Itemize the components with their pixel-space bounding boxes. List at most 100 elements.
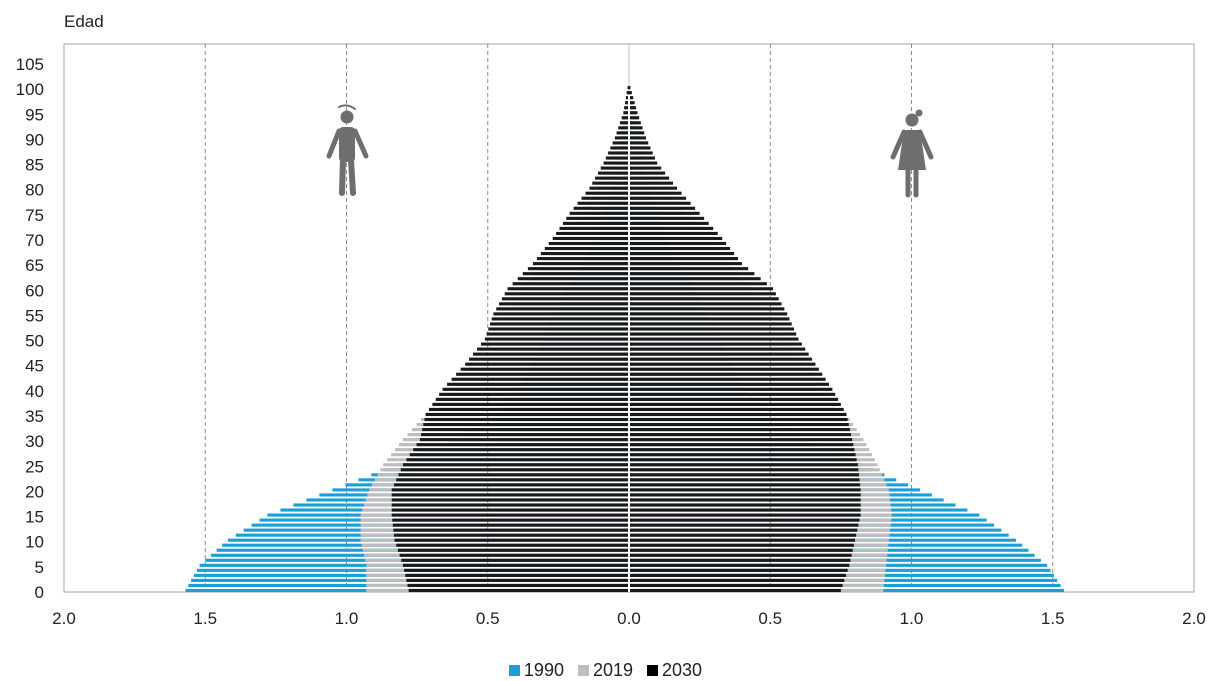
bar-2030-women xyxy=(629,417,848,422)
bar-2030-women xyxy=(629,171,666,175)
bar-2030-women xyxy=(629,392,836,396)
x-tick-label: 0.5 xyxy=(758,609,782,628)
bar-2030-women xyxy=(629,161,658,165)
bar-2030-men xyxy=(608,151,629,155)
bar-2030-women xyxy=(629,473,859,477)
bar-2030-women xyxy=(629,583,843,588)
bar-2030-women xyxy=(629,196,687,200)
legend-item-1990: 1990 xyxy=(508,660,564,681)
bar-2030-men xyxy=(577,201,629,205)
bar-2030-women xyxy=(629,372,823,376)
bar-2030-men xyxy=(496,307,629,311)
bar-2030-women xyxy=(629,362,816,366)
bar-2030-men xyxy=(399,553,629,557)
bar-2030-men xyxy=(460,367,629,371)
bar-2030-men xyxy=(421,433,629,437)
bar-2030-men xyxy=(597,171,629,175)
bar-2030-women xyxy=(629,327,794,331)
bar-2030-women xyxy=(629,553,852,557)
bar-2030-women xyxy=(629,91,632,95)
bar-2030-men xyxy=(403,463,629,467)
bar-2030-women xyxy=(629,226,714,230)
y-axis-ticks: 0 5 10 15 20 25 30 35 40 45 50 55 60 65 70 75 80 85 90 95 10… xyxy=(16,55,44,602)
bar-2030-men xyxy=(627,86,629,90)
bar-2030-men xyxy=(477,347,629,351)
bar-2030-men xyxy=(507,287,629,291)
bar-2030-women xyxy=(629,292,776,296)
bar-2030-men xyxy=(614,136,629,140)
bar-2030-women xyxy=(629,523,859,527)
y-tick-label: 25 xyxy=(25,457,44,476)
bar-2030-women xyxy=(629,86,631,90)
y-tick-label: 50 xyxy=(25,332,44,351)
bar-2030-women xyxy=(629,397,839,401)
bar-2030-women xyxy=(629,191,682,195)
bar-2030-women xyxy=(629,422,849,427)
bar-2030-women xyxy=(629,483,861,487)
bar-2030-men xyxy=(391,493,629,497)
bar-2030-women xyxy=(629,488,861,492)
legend: 1990 2019 2030 xyxy=(0,660,1211,681)
bar-2030-women xyxy=(629,478,860,482)
y-tick-label: 95 xyxy=(25,105,44,124)
legend-label-2030: 2030 xyxy=(662,660,703,680)
y-tick-label: 5 xyxy=(35,558,44,577)
bar-2030-men xyxy=(624,106,629,110)
bar-2030-men xyxy=(425,412,629,417)
bar-2030-men xyxy=(396,543,629,547)
bar-2030-men xyxy=(625,96,629,100)
bar-2030-women xyxy=(629,307,785,311)
bar-2030-women xyxy=(629,533,857,537)
bar-2030-men xyxy=(408,588,629,593)
bar-2030-men xyxy=(423,422,629,427)
bar-2030-men xyxy=(612,141,629,145)
bar-2030-women xyxy=(629,201,691,205)
bar-2030-women xyxy=(629,332,797,336)
bar-2030-men xyxy=(416,443,629,447)
bar-2030-women xyxy=(629,503,861,507)
bar-2030-women xyxy=(629,513,861,517)
bar-2030-women xyxy=(629,357,813,361)
bar-2030-men xyxy=(493,312,629,316)
bar-2030-women xyxy=(629,498,861,502)
bar-2030-men xyxy=(552,236,629,241)
bar-2030-women xyxy=(629,458,857,462)
bar-2030-men xyxy=(392,523,629,527)
bar-2030-men xyxy=(618,126,629,130)
bar-2030-men xyxy=(501,297,629,301)
bar-2030-men xyxy=(400,468,629,472)
y-tick-label: 85 xyxy=(25,156,44,175)
bar-2030-men xyxy=(422,428,629,432)
bar-2030-men xyxy=(432,402,629,406)
bar-2030-men xyxy=(428,407,629,412)
bar-2030-men xyxy=(469,357,629,361)
bar-2030-women xyxy=(629,543,854,547)
bar-2030-men xyxy=(397,548,629,552)
legend-label-2019: 2019 xyxy=(592,660,634,680)
bar-2030-men xyxy=(391,498,629,502)
bar-2030-women xyxy=(629,433,852,437)
bar-2030-women xyxy=(629,312,788,316)
x-tick-label: 1.0 xyxy=(335,609,359,628)
bar-2030-men xyxy=(480,342,629,346)
bar-2030-men xyxy=(490,322,629,326)
bar-2030-men xyxy=(405,573,629,577)
x-tick-label: 2.0 xyxy=(52,609,76,628)
bar-2030-women xyxy=(629,206,696,210)
bar-2030-women xyxy=(629,166,662,170)
bar-2030-men xyxy=(621,116,629,120)
bar-2030-women xyxy=(629,151,653,155)
legend-swatch-1990 xyxy=(508,665,520,676)
bar-2030-women xyxy=(629,287,774,291)
bar-2030-women xyxy=(629,211,700,215)
bar-2030-women xyxy=(629,121,641,125)
bar-2030-men xyxy=(391,513,629,517)
bar-2030-men xyxy=(527,267,629,271)
bar-2030-women xyxy=(629,508,861,512)
bar-2030-women xyxy=(629,322,792,326)
bar-2030-women xyxy=(629,538,855,542)
bar-2030-men xyxy=(392,518,629,522)
bar-2030-men xyxy=(623,111,629,115)
bar-2030-women xyxy=(629,448,855,452)
bar-2030-men xyxy=(605,156,629,160)
